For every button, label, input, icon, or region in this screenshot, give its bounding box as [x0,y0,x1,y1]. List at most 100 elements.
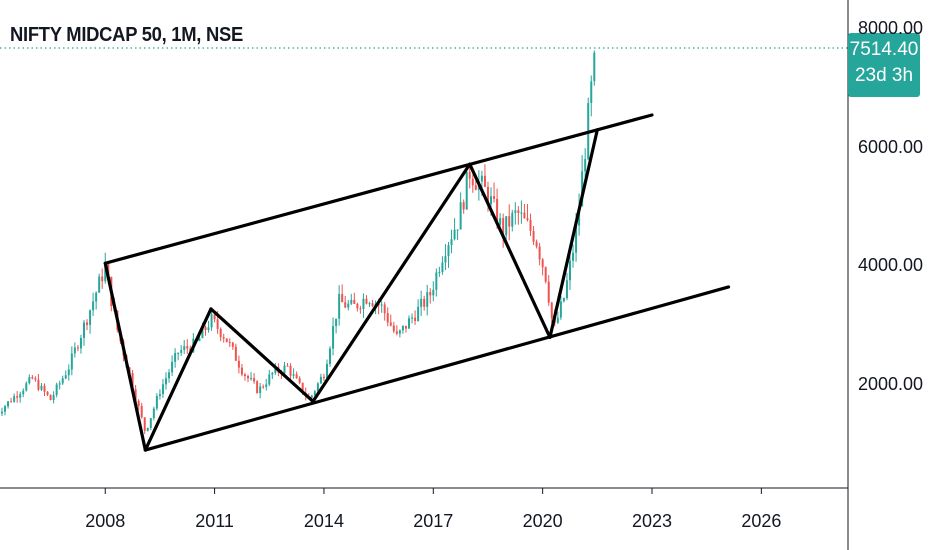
candle-body [186,346,189,349]
candle-body [213,314,216,320]
candle-body [219,328,222,338]
candle-body [550,302,553,318]
candle-body [523,212,526,219]
candle-body [28,377,31,384]
candle-body [292,374,295,376]
candle-body [204,327,207,331]
last-price-value: 7514.40 [849,39,919,60]
candle-body [556,317,559,323]
candle-body [429,292,432,296]
x-tick-label: 2014 [303,511,344,531]
x-tick-label: 2008 [85,511,126,531]
candle-body [362,298,365,309]
x-tick-label: 2011 [195,511,234,531]
candle-body [426,292,429,307]
candle-body [155,395,158,409]
candle-body [37,379,40,390]
candle-body [95,292,98,302]
candle-body [332,326,335,349]
candle-body [575,225,578,253]
trendline-wave-5[interactable] [548,128,599,339]
candle-body [529,219,532,231]
candle-body [271,372,274,375]
candle-body [316,383,319,392]
candle-body [313,391,316,396]
candle-body [225,338,228,342]
candle-body [25,383,28,391]
candle-body [398,330,401,334]
candle-body [423,298,426,307]
y-tick-label: 6000.00 [858,136,924,157]
candle-body [234,346,237,361]
candle-body [456,229,459,231]
candle-body [268,374,271,385]
candle-body [67,369,70,376]
candle-body [86,322,89,325]
candle-body [526,218,529,220]
candle-body [435,272,438,290]
candle-body [502,218,505,236]
candle-body [447,245,450,257]
candle-body [76,347,79,349]
candle-body [174,352,177,362]
candle-body [10,401,13,403]
candle-body [19,394,22,398]
candle-body [471,178,474,186]
candle-body [177,352,180,354]
candle-body [70,353,73,370]
candle-body [89,310,92,325]
candle-body [493,196,496,199]
candle-body [256,381,259,394]
x-tick-label: 2023 [631,511,673,531]
y-tick-label: 8000.00 [858,18,924,38]
candle-body [265,384,268,387]
candle-body [149,418,152,428]
candle-body [392,325,395,332]
candle-body [417,306,420,321]
candle-body [483,175,486,187]
candle-body [201,327,204,338]
trendline-wave-3[interactable] [311,162,472,404]
trendline-channel-bottom[interactable] [143,285,731,452]
candle-body [389,322,392,326]
candle-body [593,52,596,82]
candle-body [353,299,356,304]
candle-body [262,386,265,388]
x-tick-label: 2026 [741,511,782,531]
candle-body [565,280,568,299]
candle-body [356,303,359,309]
candle-body [143,417,146,431]
candle-body [61,378,64,384]
candle-body [383,304,386,314]
candle-body [0,411,3,414]
candle-body [22,390,25,395]
candle-body [408,318,410,329]
candle-body [310,395,313,398]
candle-body [82,322,85,338]
trendline-wave-2[interactable] [209,307,315,404]
candle-body [538,246,541,260]
trendline-wave-4[interactable] [468,162,552,339]
candle-body [73,347,76,354]
candle-body [386,313,389,323]
candle-body [237,360,240,368]
candle-body [329,348,332,364]
candle-body [547,281,550,303]
candle-body [222,337,225,339]
trendline-wave-1[interactable] [143,307,213,452]
candle-body [49,394,52,401]
candle-body [207,327,210,331]
candle-body [259,386,262,394]
candle-body [298,378,301,383]
candle-body [462,202,465,210]
candle-body [559,301,562,318]
candle-body [228,341,231,343]
candle-body [459,202,462,230]
candle-body [371,303,374,307]
candle-body [486,186,489,205]
trendline-channel-top[interactable] [103,113,654,265]
candle-body [289,365,292,376]
candle-body [216,319,219,329]
candle-body [368,303,371,305]
trendline-upper-channel[interactable] [103,261,147,452]
